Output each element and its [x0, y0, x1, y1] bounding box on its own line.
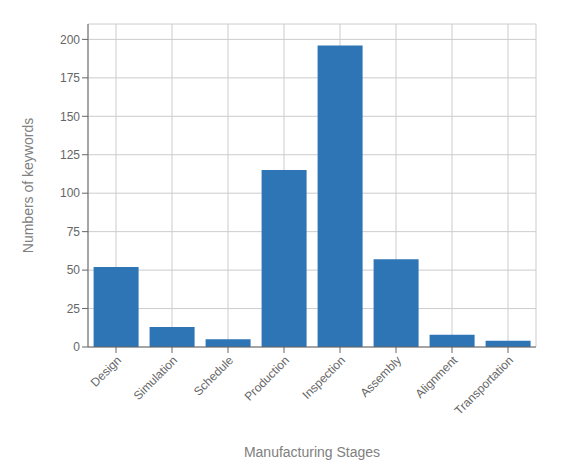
svg-text:75: 75 [67, 225, 81, 239]
svg-text:0: 0 [73, 340, 80, 354]
svg-text:125: 125 [60, 148, 80, 162]
svg-text:Assembly: Assembly [357, 353, 404, 400]
svg-text:50: 50 [67, 263, 81, 277]
svg-text:Manufacturing Stages: Manufacturing Stages [244, 444, 380, 460]
svg-text:200: 200 [60, 33, 80, 47]
svg-text:150: 150 [60, 110, 80, 124]
svg-text:Schedule: Schedule [191, 353, 237, 399]
svg-text:175: 175 [60, 71, 80, 85]
svg-text:Numbers of keywords: Numbers of keywords [20, 118, 36, 253]
svg-text:100: 100 [60, 186, 80, 200]
svg-text:25: 25 [67, 302, 81, 316]
svg-text:Production: Production [242, 353, 292, 403]
svg-text:Inspection: Inspection [300, 353, 349, 402]
svg-text:Alignment: Alignment [413, 353, 461, 401]
svg-text:Simulation: Simulation [131, 353, 181, 403]
svg-text:Transportation: Transportation [452, 353, 516, 417]
svg-text:Design: Design [88, 353, 124, 389]
